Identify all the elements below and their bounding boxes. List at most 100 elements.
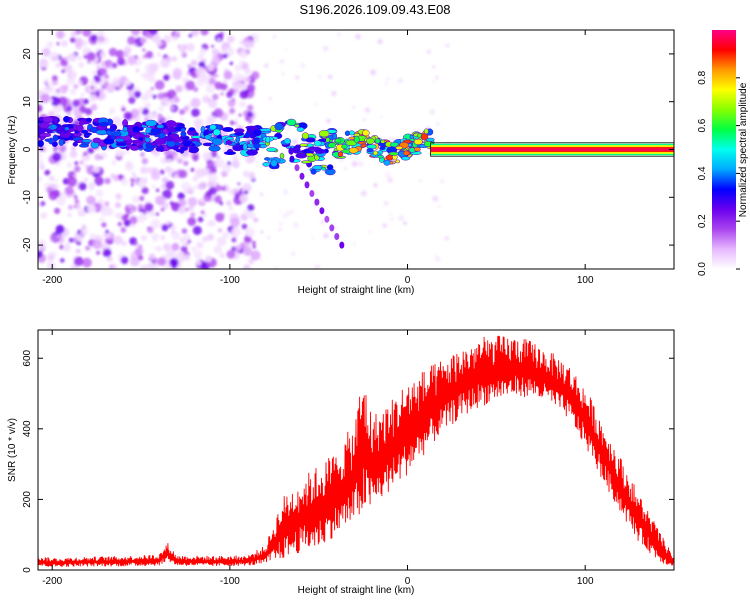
band-blob: [72, 141, 78, 147]
noise-blob: [199, 48, 207, 56]
noise-blob: [188, 33, 193, 38]
noise-blob: [135, 68, 140, 73]
noise-blob: [311, 236, 314, 239]
noise-blob: [239, 60, 245, 66]
noise-blob: [138, 106, 144, 112]
noise-blob: [178, 44, 183, 49]
colorbar-tick-label: 0.8: [697, 70, 708, 84]
band-blob: [366, 148, 374, 153]
band-blob: [270, 159, 278, 167]
noise-blob: [185, 241, 190, 246]
noise-blob: [216, 155, 220, 159]
band-blob: [353, 135, 360, 144]
noise-blob: [384, 81, 389, 86]
noise-blob: [293, 222, 299, 228]
noise-blob: [164, 167, 168, 171]
snr-y-ticks: 0 200 400 600: [22, 349, 674, 573]
noise-blob: [70, 37, 76, 43]
noise-blob: [50, 96, 61, 107]
noise-blob: [133, 175, 138, 180]
noise-blob: [214, 195, 222, 204]
noise-blob: [192, 225, 202, 235]
noise-blob: [140, 166, 148, 174]
noise-blob: [81, 93, 85, 97]
noise-blob: [213, 108, 224, 118]
band-blob: [145, 119, 158, 127]
noise-blob: [171, 56, 178, 62]
noise-blob: [81, 224, 87, 230]
band-blob: [225, 140, 233, 145]
band-blob: [52, 134, 59, 142]
band-blob: [180, 127, 186, 132]
noise-blob: [322, 45, 329, 52]
band-blob: [401, 156, 411, 161]
noise-blob: [56, 42, 60, 46]
noise-blob: [285, 48, 288, 52]
noise-blob: [157, 93, 163, 99]
noise-blob: [178, 206, 187, 215]
colorbar-tick-label: 0.2: [697, 214, 708, 228]
y-tick-label: 0: [22, 567, 33, 573]
noise-blob: [178, 169, 188, 179]
band-blob: [138, 136, 144, 142]
noise-blob: [214, 33, 224, 43]
noise-blob: [160, 207, 165, 212]
noise-blob: [64, 186, 74, 195]
noise-blob: [92, 165, 100, 174]
noise-blob: [100, 61, 107, 67]
band-blob: [321, 166, 326, 171]
noise-blob: [397, 78, 403, 84]
noise-blob: [272, 35, 277, 39]
noise-blob: [162, 243, 171, 251]
noise-blob: [57, 96, 68, 107]
noise-blob: [438, 205, 441, 208]
noise-blob: [217, 228, 223, 233]
noise-blob: [222, 53, 228, 59]
band-blob: [286, 118, 297, 127]
noise-blob: [248, 258, 255, 265]
noise-blob: [144, 89, 154, 99]
band-blob: [111, 131, 122, 137]
noise-blob: [85, 245, 91, 251]
spectrogram-x-ticks: -200 -100 0 100: [42, 30, 594, 286]
snr-y-label: SNR (10 * v/v): [7, 418, 18, 482]
noise-blob: [147, 262, 154, 269]
noise-blob: [445, 43, 450, 48]
noise-blob: [232, 76, 239, 83]
noise-blob: [292, 139, 298, 145]
band-blob: [325, 137, 331, 143]
noise-blob: [94, 176, 104, 186]
noise-blob: [163, 34, 172, 44]
noise-blob: [95, 189, 104, 198]
band-blob: [242, 143, 248, 151]
streak-blob: [329, 224, 335, 232]
noise-blob: [66, 106, 70, 111]
noise-blob: [389, 213, 392, 216]
band-blob: [48, 137, 54, 145]
noise-blob: [86, 195, 96, 205]
noise-blob: [55, 224, 65, 234]
streak-blob: [299, 172, 305, 180]
band-blob: [53, 116, 58, 124]
noise-blob: [173, 173, 179, 179]
noise-blob: [59, 191, 68, 200]
y-tick-label: -10: [22, 190, 33, 205]
band-blob: [262, 161, 271, 167]
noise-blob: [380, 115, 383, 119]
noise-blob: [300, 62, 306, 69]
band-blob: [85, 117, 93, 123]
noise-blob: [245, 242, 251, 248]
y-tick-label: 10: [22, 96, 33, 108]
noise-blob: [49, 51, 60, 62]
noise-blob: [208, 77, 216, 85]
spectrogram-marks: [38, 30, 674, 269]
noise-blob: [170, 229, 176, 235]
band-blob: [92, 137, 102, 144]
noise-blob: [45, 78, 50, 83]
band-blob: [165, 120, 177, 128]
noise-blob: [234, 65, 241, 72]
noise-blob: [158, 106, 164, 112]
noise-blob: [171, 242, 180, 251]
noise-blob: [165, 180, 175, 190]
colorbar: 0.0 0.2 0.4 0.6 0.8 Normalized spectral ampl…: [697, 30, 749, 276]
